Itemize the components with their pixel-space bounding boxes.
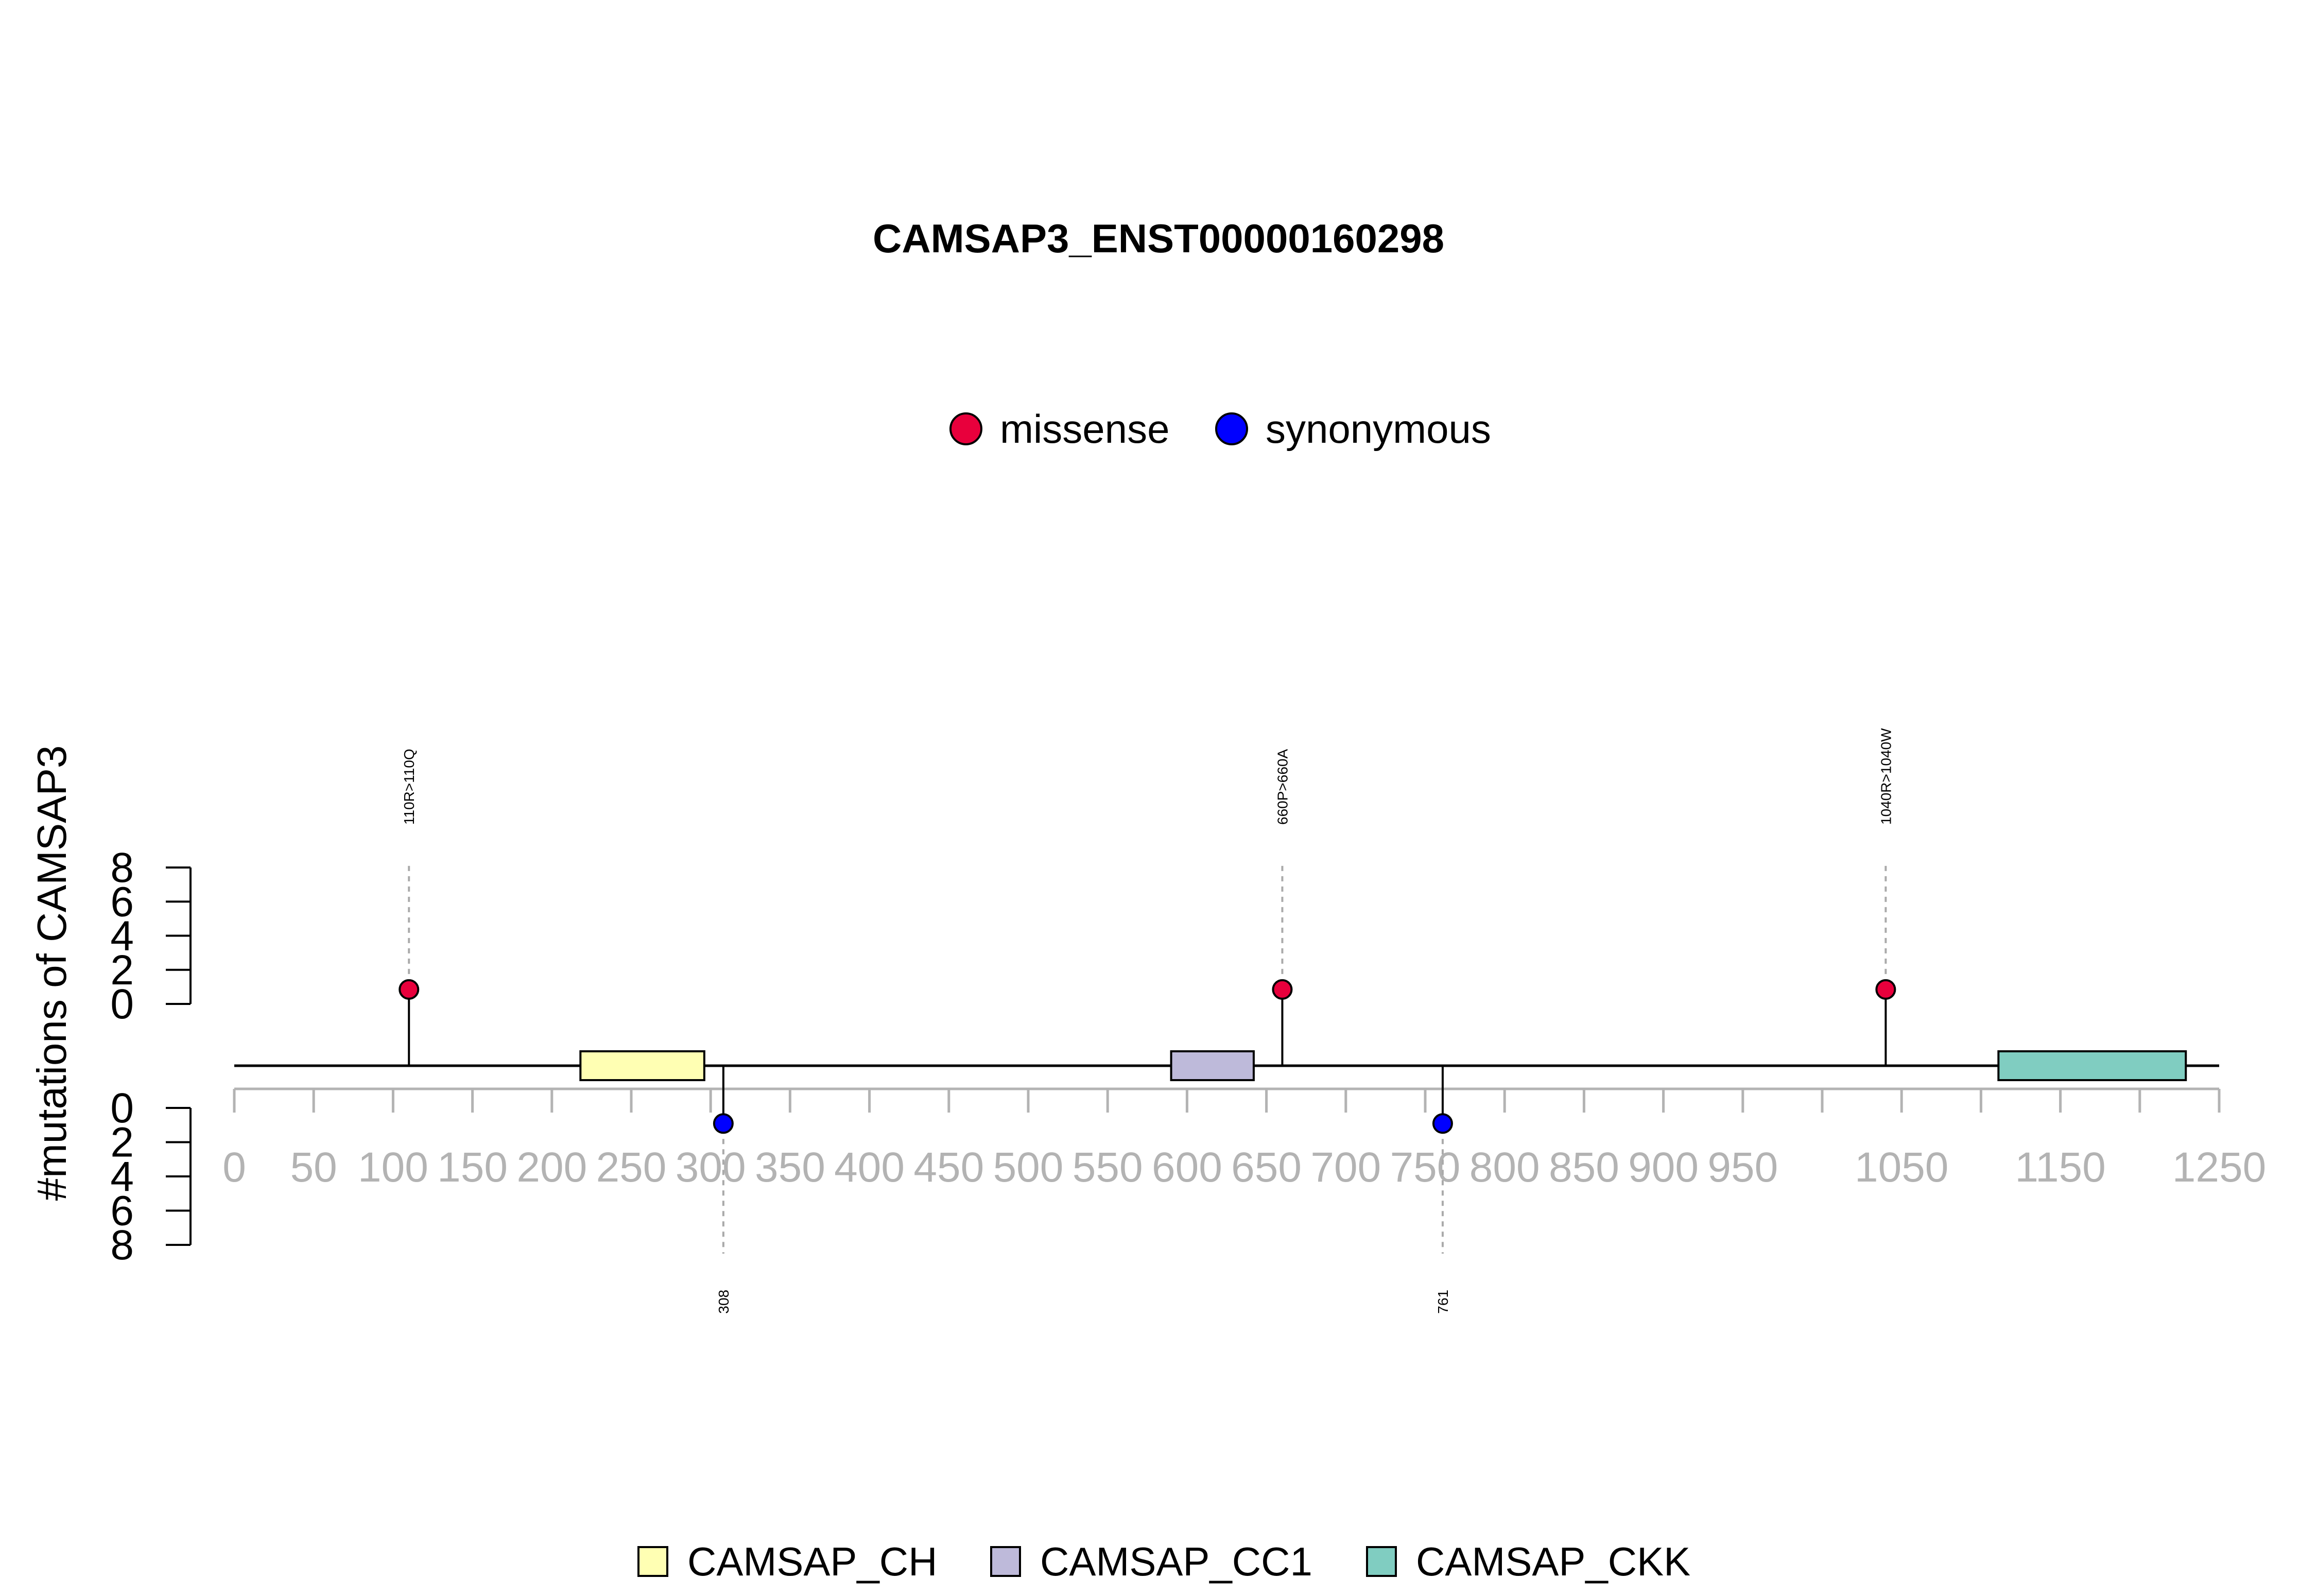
- domain-legend: CAMSAP_CH CAMSAP_CC1 CAMSAP_CKK: [637, 1539, 1690, 1584]
- y-top-tick-label-8: 8: [110, 844, 134, 891]
- x-tick-label-850: 850: [1549, 1144, 1619, 1191]
- x-tick-label-200: 200: [516, 1144, 587, 1191]
- x-tick-label-100: 100: [358, 1144, 428, 1191]
- y-bottom-tick-label-2: 2: [110, 1119, 134, 1166]
- x-tick-label-900: 900: [1628, 1144, 1699, 1191]
- x-tick-label-350: 350: [755, 1144, 825, 1191]
- y-top-tick-label-0: 0: [110, 981, 134, 1028]
- y-bottom-tick-label-6: 6: [110, 1188, 134, 1235]
- x-tick-label-750: 750: [1390, 1144, 1461, 1191]
- x-tick-label-700: 700: [1310, 1144, 1381, 1191]
- x-tick-label-650: 650: [1231, 1144, 1302, 1191]
- mutation-label-660: 660P>660A: [1274, 749, 1290, 825]
- legend-label-CAMSAP_CKK: CAMSAP_CKK: [1416, 1539, 1690, 1584]
- x-tick-label-1250: 1250: [2172, 1144, 2266, 1191]
- x-tick-label-300: 300: [676, 1144, 746, 1191]
- mutation-point-110: [399, 979, 420, 1000]
- legend-swatch-CAMSAP_CH: [637, 1546, 668, 1577]
- mutation-label-308: 308: [716, 1290, 732, 1314]
- domain-CAMSAP_CC1: [1170, 1050, 1255, 1081]
- legend-label-CAMSAP_CH: CAMSAP_CH: [687, 1539, 937, 1584]
- mutation-point-1040: [1875, 979, 1896, 1000]
- x-tick-label-500: 500: [993, 1144, 1064, 1191]
- legend-label-CAMSAP_CC1: CAMSAP_CC1: [1040, 1539, 1312, 1584]
- legend-marker-synonymous: [1215, 412, 1248, 445]
- y-bottom-tick-label-4: 4: [110, 1153, 134, 1200]
- x-tick-label-550: 550: [1073, 1144, 1143, 1191]
- domain-boxes: [579, 1050, 2187, 1081]
- x-tick-label-150: 150: [437, 1144, 508, 1191]
- x-tick-label-250: 250: [596, 1144, 667, 1191]
- x-tick-label-0: 0: [222, 1144, 246, 1191]
- chart-title: CAMSAP3_ENST00000160298: [873, 216, 1444, 261]
- x-tick-label-600: 600: [1152, 1144, 1222, 1191]
- x-tick-label-1150: 1150: [2015, 1144, 2105, 1191]
- mutation-label-761: 761: [1435, 1290, 1451, 1314]
- y-top-tick-label-4: 4: [110, 913, 134, 960]
- mutation-point-761: [1432, 1113, 1453, 1134]
- x-tick-label-450: 450: [913, 1144, 984, 1191]
- y-bottom-tick-label-0: 0: [110, 1085, 134, 1132]
- y-top-tick-label-6: 6: [110, 878, 134, 925]
- legend-swatch-CAMSAP_CC1: [990, 1546, 1021, 1577]
- mutation-label-1040: 1040R>1040W: [1878, 728, 1894, 825]
- x-axis: 0 50 100 150 200 250 300 350 400 450 500 550 600 650 7…: [222, 1087, 2266, 1191]
- mutation-lollipops: 110R>110Q 660P>660A 1040R>1040W 308 761: [399, 728, 1896, 1314]
- x-tick-label-1050: 1050: [1855, 1144, 1948, 1191]
- x-tick-label-50: 50: [290, 1144, 337, 1191]
- mutation-type-legend: missense synonymous: [949, 406, 1491, 452]
- x-tick-label-400: 400: [834, 1144, 905, 1191]
- legend-label-synonymous: synonymous: [1266, 406, 1491, 452]
- legend-label-missense: missense: [1000, 406, 1169, 452]
- mutation-label-110: 110R>110Q: [401, 749, 417, 825]
- y-axis-label: #mutations of CAMSAP3: [29, 745, 75, 1201]
- legend-marker-missense: [949, 412, 982, 445]
- mutation-point-660: [1272, 979, 1293, 1000]
- domain-CAMSAP_CH: [579, 1050, 705, 1081]
- x-tick-label-800: 800: [1469, 1144, 1540, 1191]
- y-bottom-tick-label-8: 8: [110, 1222, 134, 1269]
- y-top-tick-label-2: 2: [110, 947, 134, 994]
- domain-CAMSAP_CKK: [1997, 1050, 2187, 1081]
- x-tick-label-950: 950: [1707, 1144, 1778, 1191]
- mutation-point-308: [713, 1113, 734, 1134]
- legend-swatch-CAMSAP_CKK: [1366, 1546, 1397, 1577]
